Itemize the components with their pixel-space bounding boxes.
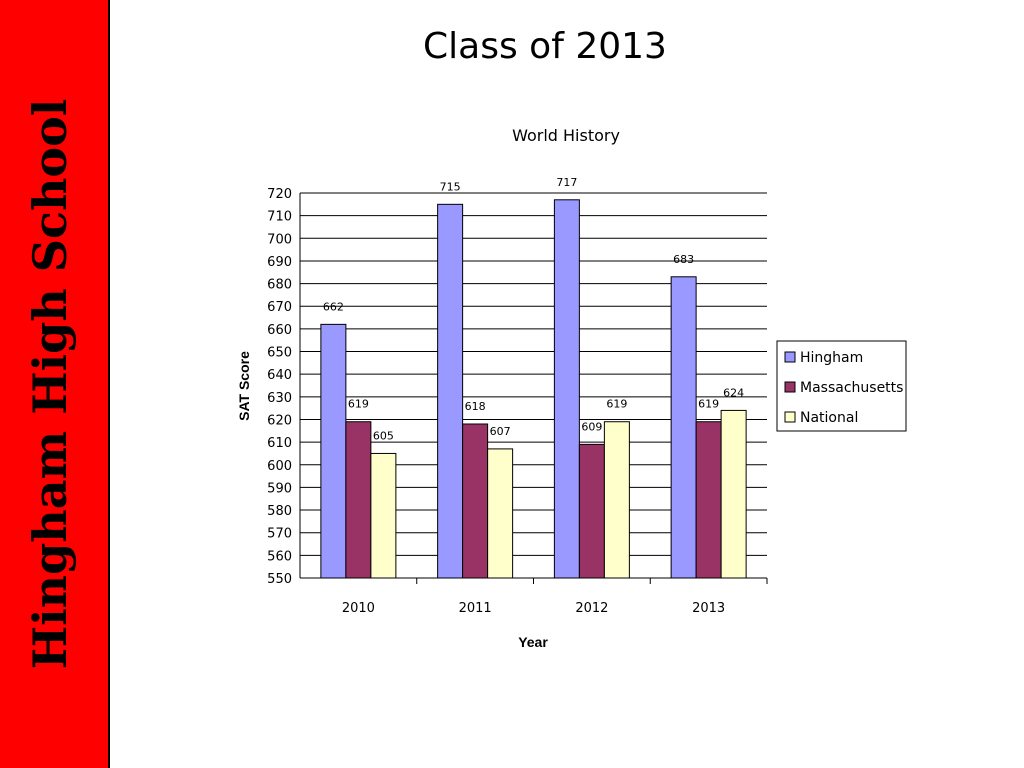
- y-tick-label: 620: [267, 413, 292, 428]
- bars: 662 619 605 715 618 607 717 609 619 683 619 624: [320, 176, 747, 579]
- y-axis-title: SAT Score: [236, 351, 252, 421]
- legend-label-hingham: Hingham: [800, 350, 863, 366]
- y-tick-label: 660: [267, 323, 292, 338]
- bar-massachusetts-2010: [345, 421, 372, 579]
- bar-massachusetts-2011: [462, 423, 489, 579]
- data-label: 715: [440, 180, 461, 193]
- y-tick-label: 720: [267, 187, 292, 202]
- bar-national-2011: [487, 448, 514, 579]
- bar-national-2010: [370, 452, 397, 579]
- x-axis-title: Year: [518, 634, 548, 650]
- y-tick-label: 560: [267, 549, 292, 564]
- y-tick-label: 630: [267, 391, 292, 406]
- y-tick-label: 640: [267, 368, 292, 383]
- legend-swatch-hingham: [784, 351, 796, 363]
- data-label: 662: [323, 300, 344, 313]
- legend-frame: [776, 340, 907, 432]
- y-tick-label: 570: [267, 527, 292, 542]
- bar-massachusetts-2012: [578, 443, 605, 579]
- bar-massachusetts-2013: [695, 421, 722, 579]
- data-label: 619: [348, 398, 369, 411]
- chart-title: World History: [512, 126, 620, 145]
- bar-national-2013: [720, 409, 747, 579]
- y-tick-label: 680: [267, 278, 292, 293]
- x-tick-label: 2011: [459, 601, 492, 616]
- y-tick-label: 650: [267, 346, 292, 361]
- x-tick-labels: 2010 2011 2012 2013: [342, 578, 768, 616]
- y-tick-label: 690: [267, 255, 292, 270]
- y-tick-labels: 550 560 570 580 590 600 610 620 630 640 650 660 670 6…: [267, 187, 292, 587]
- bar-hingham-2011: [437, 203, 464, 579]
- data-label: 609: [581, 420, 602, 433]
- y-tick-label: 700: [267, 232, 292, 247]
- y-tick-label: 670: [267, 300, 292, 315]
- bar-national-2012: [603, 421, 630, 579]
- y-tick-label: 610: [267, 436, 292, 451]
- x-tick-label: 2012: [575, 601, 608, 616]
- data-label: 683: [673, 253, 694, 266]
- y-tick-label: 710: [267, 210, 292, 225]
- x-tick-label: 2013: [692, 601, 725, 616]
- x-tick-label: 2010: [342, 601, 375, 616]
- data-label: 607: [490, 425, 511, 438]
- sidebar: Hingham High School: [0, 0, 110, 768]
- slide-title: Class of 2013: [423, 26, 667, 67]
- data-label: 619: [698, 398, 719, 411]
- data-label: 624: [723, 386, 744, 399]
- legend-label-massachusetts: Massachusetts: [800, 380, 903, 396]
- data-label: 618: [465, 400, 486, 413]
- legend-swatch-massachusetts: [784, 381, 796, 393]
- y-tick-label: 580: [267, 504, 292, 519]
- bar-hingham-2010: [320, 323, 347, 579]
- bar-hingham-2012: [553, 199, 580, 579]
- y-tick-label: 590: [267, 481, 292, 496]
- legend-swatch-national: [784, 411, 796, 423]
- y-tick-label: 600: [267, 459, 292, 474]
- legend: Hingham Massachusetts National: [776, 340, 907, 432]
- y-tick-label: 550: [267, 572, 292, 587]
- data-label: 619: [606, 398, 627, 411]
- data-label: 605: [373, 429, 394, 442]
- bar-hingham-2013: [670, 276, 697, 579]
- legend-label-national: National: [800, 410, 858, 426]
- data-label: 717: [556, 176, 577, 189]
